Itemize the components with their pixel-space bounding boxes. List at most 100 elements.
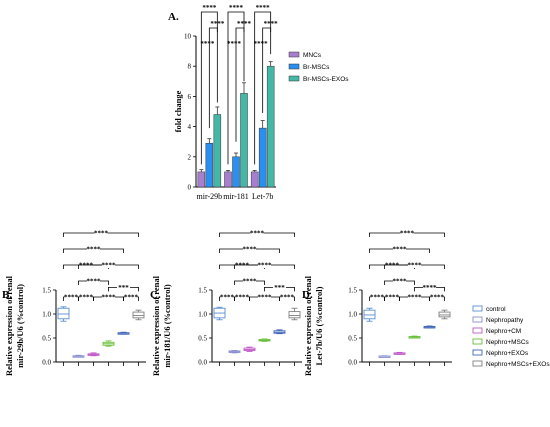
panel-c-box (288, 311, 301, 319)
panel-c-significance-label-bg (258, 261, 271, 268)
panel-c-significance-label: *** (274, 284, 285, 292)
panel-c-significance-label-bg (220, 293, 234, 300)
panel-b-significance-label: **** (64, 294, 79, 302)
panel-a-bar (224, 171, 232, 188)
panel-b-box (132, 311, 145, 319)
panel-b-significance-label-bg (79, 261, 93, 268)
panel-d-y-axis-title: Relative expression of renal (303, 275, 313, 376)
panel-c-significance-label: **** (250, 230, 265, 238)
panel-d-y-tick-label: 0.5 (348, 335, 357, 343)
panel-a-significance-label: **** (202, 4, 217, 12)
panel-c-significance-label-bg (235, 261, 249, 268)
panel-a-significance-label: **** (237, 20, 252, 28)
box-legend-label: Nephro+CM (486, 328, 521, 335)
panel-d-significance-label-bg (393, 245, 406, 252)
panel-a-significance-bracket (208, 27, 218, 129)
panel-b-significance-label: **** (79, 262, 94, 270)
box-legend-label: Nephropathy (486, 317, 524, 324)
panel-b-significance-label-bg (117, 283, 130, 291)
panel-c-significance-label: **** (235, 294, 250, 302)
panel-a-legend-swatch (288, 51, 300, 58)
panel-b-box (57, 307, 70, 320)
panel-d-significance-label: **** (408, 294, 423, 302)
panel-a-y-tick-label: 0 (188, 184, 192, 192)
panel-a-significance-bracket (254, 11, 272, 165)
panel-b-significance-label-bg (102, 293, 115, 300)
panel-b-significance-label: *** (118, 284, 129, 292)
panel-b-significance-label: **** (87, 246, 102, 254)
panel-d-significance-label: **** (385, 294, 400, 302)
panel-a-legend-label: Br-MSCs-EXOs (303, 76, 349, 83)
panel-a-legend-swatch (288, 63, 300, 70)
panel-c-significance-label-bg (273, 283, 286, 291)
panel-d-significance-label-bg (408, 293, 421, 300)
panel-d-letter: D. (302, 289, 313, 301)
panel-c-significance-label-bg (243, 277, 256, 284)
panel-d-y-axis-title: Let-7b/U6 (%control) (314, 286, 324, 365)
panel-a-letter: A. (168, 11, 179, 23)
panel-c-significance-label: **** (280, 294, 295, 302)
panel-a-significance-label: **** (264, 20, 279, 28)
panel-d-significance-label: **** (423, 284, 438, 292)
panel-c-y-tick-label: 1.5 (198, 287, 207, 295)
panel-d-box (438, 311, 451, 318)
panel-a-bar (266, 65, 275, 188)
panel-b-letter: B. (2, 289, 12, 301)
panel-a-y-tick-label: 2 (188, 153, 192, 161)
panel-c-box-plot: C.Relative expression of renal mir-181/U6… (150, 229, 302, 376)
panel-c-significance-label: **** (220, 294, 235, 302)
panel-d-y-tick-label: 0.0 (348, 359, 357, 367)
box-legend-label: Nephro+MSCs (486, 339, 530, 346)
panel-c-significance-label: **** (258, 294, 273, 302)
panel-b-significance-label: **** (87, 278, 102, 286)
panel-c-y-tick-label: 0.5 (198, 335, 207, 343)
panel-a-bar (258, 127, 267, 188)
panel-b-y-tick-label: 1.5 (42, 287, 51, 295)
panel-d-y-tick-label: 1.0 (348, 311, 357, 319)
panel-b-significance-label-bg (102, 261, 115, 268)
panel-c-significance-label-bg (280, 293, 294, 300)
panel-c-significance-label: **** (235, 262, 250, 270)
panel-b-y-axis-title: Relative expression of renal (4, 275, 14, 376)
panel-a-bar (205, 142, 214, 188)
panel-a-legend-label: MNCs (303, 52, 322, 59)
panel-b-y-axis-title: mir-29b/U6 (%control) (15, 284, 25, 368)
panel-c-significance-label: **** (243, 278, 258, 286)
panel-d-significance-label: **** (370, 294, 385, 302)
panel-a-y-tick-label: 6 (188, 93, 192, 101)
panel-c-y-tick-label: 0.0 (198, 359, 207, 367)
panel-d-significance-label-bg (393, 277, 406, 284)
panel-d-significance-label: **** (408, 262, 423, 270)
panel-a-significance-label: **** (254, 40, 269, 48)
panel-d-box (363, 309, 376, 320)
box-legend-swatch (472, 338, 483, 345)
panel-c-y-axis-title: Relative expression of renal (151, 275, 161, 376)
panel-a-bar (232, 156, 240, 188)
box-legend-swatch (472, 305, 483, 312)
panel-b-significance-label-bg (79, 293, 93, 300)
box-legend-swatch (472, 327, 483, 334)
panel-d-significance-label-bg (408, 261, 421, 268)
panel-c-letter: C. (150, 289, 161, 301)
panel-b-significance-label-bg (124, 293, 138, 300)
panel-c-significance-label-bg (243, 245, 256, 252)
panel-d-significance-label-bg (430, 293, 444, 300)
panel-c-y-tick-label: 1.0 (198, 311, 207, 319)
panel-b-significance-label-bg (87, 245, 100, 252)
panel-a-y-tick-label: 10 (184, 33, 192, 41)
panel-d-significance-label: **** (393, 278, 408, 286)
panel-c-significance-label-bg (235, 293, 249, 300)
panel-c-y-axis-title: mir-181/U6 (%control) (162, 284, 172, 367)
panel-a-significance-bracket (235, 27, 245, 142)
panel-b-significance-label-bg (64, 293, 78, 300)
box-legend-swatch (472, 349, 483, 356)
panel-d-significance-label-bg (423, 283, 436, 291)
panel-d-significance-label: **** (430, 294, 445, 302)
panel-a-significance-label: **** (210, 20, 225, 28)
box-legend-label: Nephro+MSCs+EXOs (486, 361, 550, 368)
panel-b-y-tick-label: 0.0 (42, 359, 51, 367)
panel-a-x-category-label: Let-7b (252, 192, 273, 201)
panel-a-bar (213, 114, 222, 188)
panel-a-significance-bracket (262, 27, 272, 114)
